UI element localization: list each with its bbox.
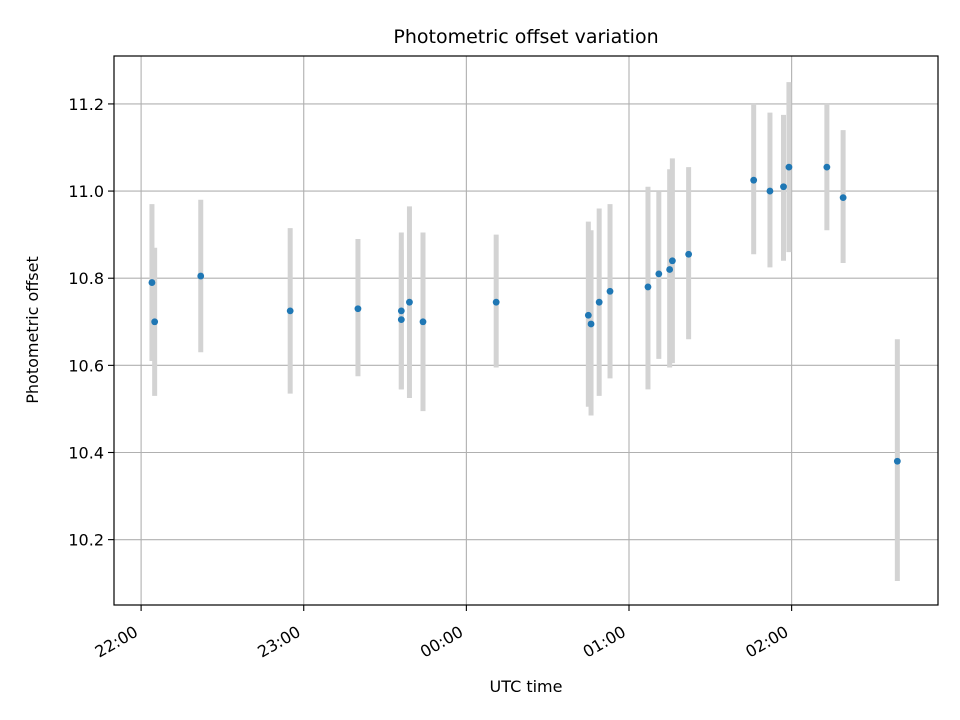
data-points [148,163,901,465]
y-tick-label: 10.6 [68,356,104,375]
data-point [685,250,693,258]
data-point [595,298,603,306]
data-point [655,270,663,278]
data-point [750,176,758,184]
y-axis-title: Photometric offset [23,256,42,404]
data-point [584,311,592,319]
y-tick-label: 11.0 [68,182,104,201]
y-tick-label: 10.4 [68,444,104,463]
data-point [839,194,847,202]
data-point [397,307,405,315]
data-point [666,266,674,273]
data-point [766,187,774,195]
data-point [644,283,652,291]
data-point [587,320,595,328]
data-point [785,163,793,171]
y-tick-label: 11.2 [68,95,104,114]
data-point [354,305,362,313]
data-point [406,298,413,306]
data-point [606,287,614,295]
data-point [780,183,787,191]
data-point [151,318,159,326]
y-tick-label: 10.2 [68,531,104,550]
y-tick-label: 10.8 [68,269,104,288]
data-point [492,298,500,306]
data-point [397,316,405,324]
data-point [419,318,427,326]
grid [114,56,938,605]
plot-frame [113,55,939,606]
x-axis-title: UTC time [490,677,563,696]
y-axis: 10.2 10.4 10.6 10.8 11.0 11.2 [68,95,114,550]
data-point [823,163,831,171]
data-point [893,457,901,465]
data-point [286,307,294,315]
data-point [148,279,156,286]
chart-title: Photometric offset variation [393,26,658,48]
data-point [668,257,676,265]
data-point [197,272,205,280]
